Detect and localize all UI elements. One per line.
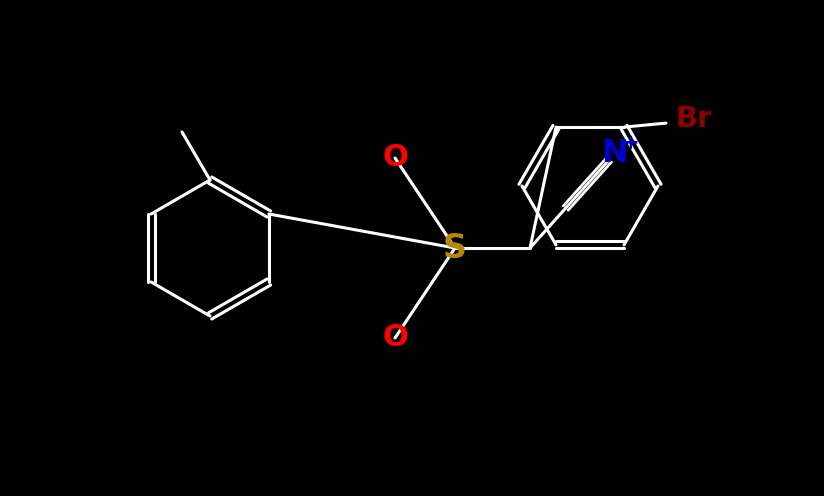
Text: +: +	[622, 133, 639, 153]
Text: N: N	[602, 137, 629, 169]
Text: O: O	[382, 143, 408, 173]
Text: S: S	[443, 232, 467, 264]
Text: Br: Br	[676, 105, 712, 133]
Text: O: O	[382, 323, 408, 353]
